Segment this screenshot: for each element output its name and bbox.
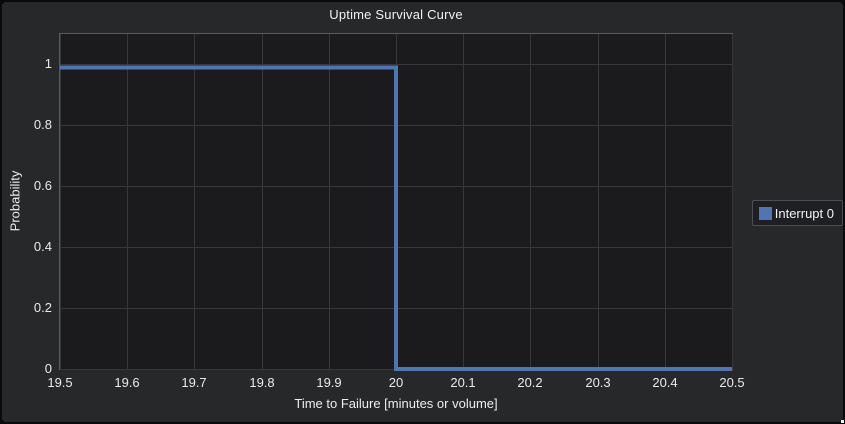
x-gridline bbox=[598, 34, 599, 369]
y-tick-label: 0 bbox=[44, 361, 52, 376]
y-tick-label: 1 bbox=[44, 56, 52, 71]
x-gridline bbox=[665, 34, 666, 369]
x-axis-label: Time to Failure [minutes or volume] bbox=[294, 396, 498, 411]
legend-entry-label: Interrupt 0 bbox=[774, 205, 834, 221]
x-gridline bbox=[127, 34, 128, 369]
x-tick-label: 20.4 bbox=[652, 375, 678, 390]
x-gridline bbox=[194, 34, 195, 369]
x-tick-label: 19.9 bbox=[316, 375, 342, 390]
legend[interactable]: Interrupt 0 bbox=[751, 200, 843, 226]
x-tick-label: 19.6 bbox=[114, 375, 140, 390]
x-tick-label: 20.1 bbox=[450, 375, 476, 390]
x-tick-label: 20.3 bbox=[585, 375, 611, 390]
legend-swatch-icon bbox=[758, 206, 772, 220]
chart-title: Uptime Survival Curve bbox=[329, 7, 463, 22]
x-tick-label: 20 bbox=[388, 375, 404, 390]
x-tick-label: 20.5 bbox=[719, 375, 745, 390]
x-gridline bbox=[329, 34, 330, 369]
x-gridline bbox=[732, 34, 733, 369]
x-tick-label: 19.5 bbox=[47, 375, 73, 390]
x-tick-label: 19.7 bbox=[181, 375, 207, 390]
y-tick-label: 0.6 bbox=[33, 178, 52, 193]
x-gridline bbox=[530, 34, 531, 369]
series-layer bbox=[60, 65, 732, 371]
x-tick-label: 20.2 bbox=[517, 375, 543, 390]
x-gridline bbox=[262, 34, 263, 369]
plot-area bbox=[59, 33, 733, 371]
y-tick-label: 0.8 bbox=[33, 117, 52, 132]
x-tick-label: 19.8 bbox=[249, 375, 275, 390]
y-tick-label: 0.2 bbox=[33, 300, 52, 315]
x-gridline bbox=[60, 34, 61, 369]
survival-step-line bbox=[60, 65, 732, 371]
y-gridline bbox=[60, 64, 732, 65]
x-gridline bbox=[463, 34, 464, 369]
resize-grip-dot bbox=[841, 420, 844, 423]
y-tick-label: 0.4 bbox=[33, 239, 52, 254]
